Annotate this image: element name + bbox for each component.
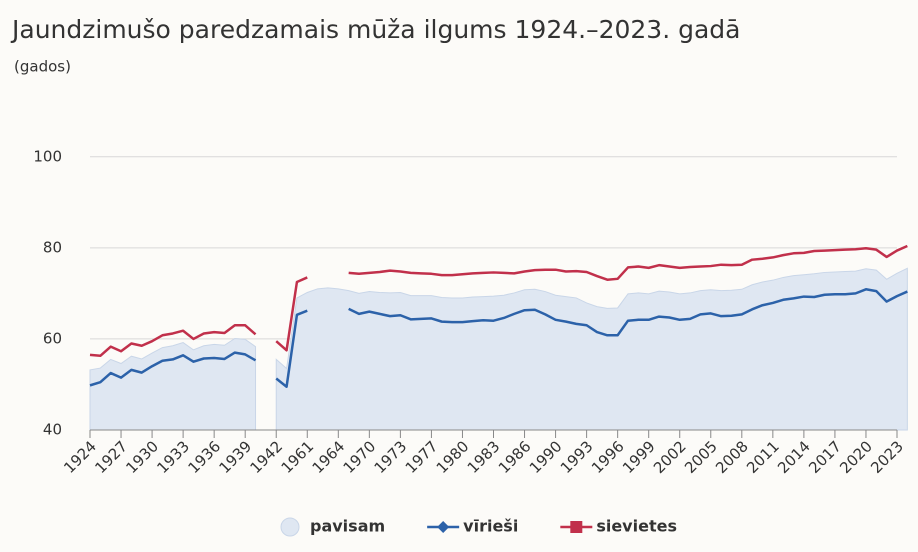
legend-label: pavisam: [310, 517, 385, 536]
legend-item: sievietes: [560, 517, 677, 536]
chart-title: Jaundzimušo paredzamais mūža ilgums 1924…: [10, 15, 740, 44]
y-tick-label: 40: [43, 421, 62, 439]
line: [89, 244, 908, 358]
line: [89, 288, 908, 388]
legend-icon: [280, 517, 300, 537]
legend-label: sievietes: [596, 517, 677, 536]
y-tick-label: 100: [33, 147, 62, 165]
legend-item: vīrieši: [427, 517, 518, 536]
legend-label: vīrieši: [463, 517, 518, 536]
y-tick-label: 80: [43, 238, 62, 256]
legend-marker: [437, 521, 450, 533]
legend-item: pavisam: [280, 517, 385, 537]
legend-marker: [570, 521, 583, 533]
area: [89, 267, 908, 431]
y-tick-label: 60: [43, 329, 62, 347]
chart-subtitle: (gados): [14, 58, 71, 76]
